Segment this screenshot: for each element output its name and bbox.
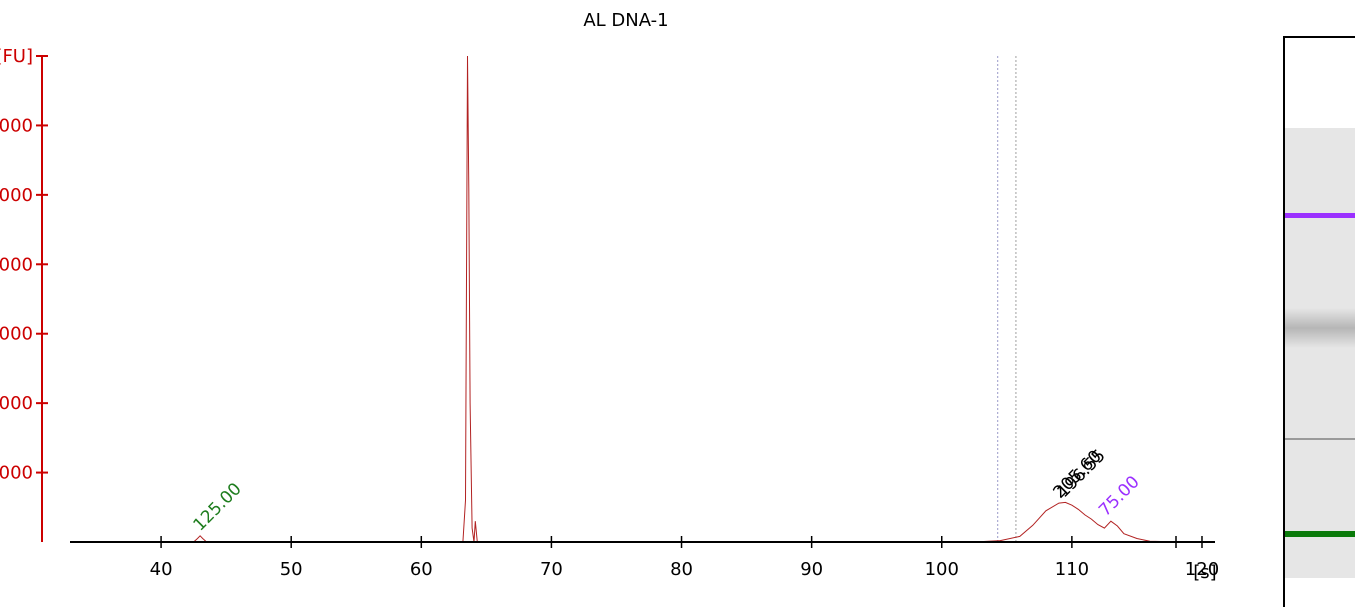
x-tick-label-70: 70 xyxy=(540,559,563,580)
y-axis-label: [FU] xyxy=(0,46,33,67)
x-tick-label-110: 110 xyxy=(1055,559,1089,580)
y-tick-label-2000: 2000 xyxy=(0,393,33,414)
x-tick-label-50: 50 xyxy=(280,559,303,580)
x-axis: 40 50 60 70 80 90 100 110 120[s] xyxy=(70,536,1219,583)
gel-band-middle xyxy=(1285,438,1355,440)
marker-lines xyxy=(997,56,1017,542)
x-tick-label-120: 120 xyxy=(1185,559,1219,580)
gel-smear xyxy=(1285,308,1355,348)
x-tick-label-100: 100 xyxy=(925,559,959,580)
gel-band-upper-marker xyxy=(1285,213,1355,218)
y-tick-label-4000: 4000 xyxy=(0,254,33,275)
series-0-line xyxy=(70,55,1215,543)
x-tick-label-60: 60 xyxy=(410,559,433,580)
x-axis-label: [s] xyxy=(1193,562,1216,583)
peak-annotation-0: 125.00 xyxy=(190,479,246,535)
gel-band-lower-marker xyxy=(1285,531,1355,537)
y-axis: [FU] 1000 2000 3000 4000 5000 6000 xyxy=(0,46,48,542)
electropherogram-chart: AL DNA-1 [FU] 1000 2000 3000 4000 5000 6000 40… xyxy=(0,10,1219,583)
peak-annotation-2: 196.55 xyxy=(1053,446,1109,502)
y-tick-label-5000: 5000 xyxy=(0,185,33,206)
gel-image xyxy=(1283,36,1355,607)
chart-title: AL DNA-1 xyxy=(583,10,668,31)
y-tick-label-3000: 3000 xyxy=(0,324,33,345)
trace-layer xyxy=(70,55,1215,543)
x-tick-label-90: 90 xyxy=(800,559,823,580)
x-tick-label-80: 80 xyxy=(670,559,693,580)
y-tick-label-1000: 1000 xyxy=(0,463,33,484)
x-tick-label-40: 40 xyxy=(150,559,173,580)
gel-lane xyxy=(1285,128,1355,578)
peak-annotation-3: 75.00 xyxy=(1095,472,1144,521)
y-tick-label-6000: 6000 xyxy=(0,115,33,136)
